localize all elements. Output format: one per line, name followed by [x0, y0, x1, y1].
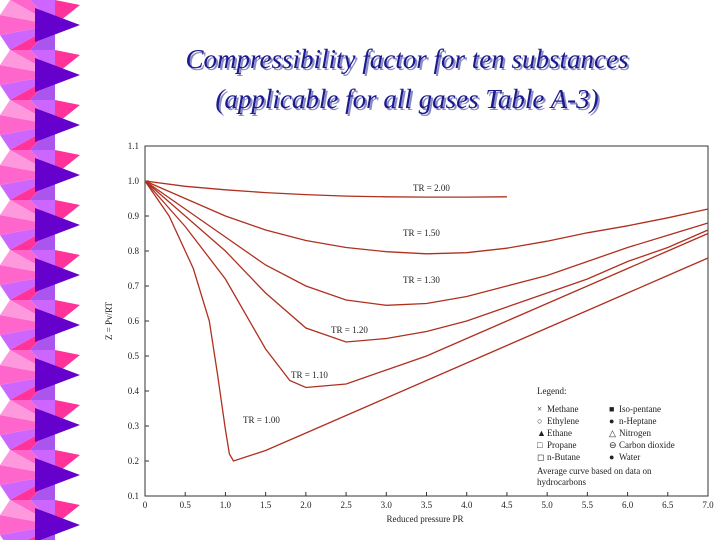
curve	[144, 180, 507, 198]
x-tick-label: 1.5	[260, 500, 272, 510]
curve	[144, 180, 709, 255]
legend-item: n-Butane	[547, 452, 580, 462]
x-tick-label: 6.5	[662, 500, 674, 510]
x-tick-label: 6.0	[622, 500, 634, 510]
curve-label: TR = 1.30	[403, 275, 440, 285]
legend-title: Legend:	[537, 386, 567, 396]
x-tick-label: 3.5	[421, 500, 433, 510]
title-shadow: Compressibility factor for ten substance…	[188, 46, 631, 76]
x-tick-label: 5.5	[582, 500, 594, 510]
legend-item: n-Heptane	[619, 416, 656, 426]
legend-item: Iso-pentane	[619, 404, 661, 414]
legend-symbol: ○	[537, 416, 542, 426]
legend-item: Propane	[547, 440, 577, 450]
legend-item: Methane	[547, 404, 579, 414]
legend-symbol: ◻	[537, 452, 544, 462]
y-tick-label: 0.2	[128, 456, 139, 466]
legend-note: Average curve based on data on	[537, 466, 652, 476]
y-tick-label: 1.0	[128, 176, 140, 186]
x-tick-label: 0	[143, 500, 148, 510]
x-tick-label: 2.0	[300, 500, 312, 510]
y-tick-label: 0.4	[128, 386, 140, 396]
curve-label: TR = 1.50	[403, 228, 440, 238]
legend-item: Ethane	[547, 428, 572, 438]
x-tick-label: 4.5	[501, 500, 513, 510]
y-tick-label: 0.1	[128, 491, 139, 501]
curve	[144, 180, 709, 306]
x-tick-label: 1.0	[220, 500, 232, 510]
title-line: Compressibility factor for ten substance…	[186, 44, 629, 74]
curve	[144, 180, 709, 462]
legend-item: Carbon dioxide	[619, 440, 675, 450]
legend-note: hydrocarbons	[537, 477, 586, 487]
curve-label: TR = 1.20	[331, 325, 368, 335]
curve-label: TR = 1.00	[243, 415, 280, 425]
x-axis-label: Reduced pressure PR	[387, 514, 464, 524]
x-tick-label: 7.0	[702, 500, 714, 510]
y-axis-label: Z = Pv/RT	[104, 301, 114, 340]
legend-symbol: ●	[609, 416, 614, 426]
y-tick-label: 0.8	[128, 246, 140, 256]
legend-symbol: ■	[609, 404, 614, 414]
legend-item: Water	[619, 452, 640, 462]
curve-label: TR = 1.10	[291, 370, 328, 380]
title-shadow: (applicable for all gases Table A-3)	[217, 86, 600, 116]
x-tick-label: 0.5	[180, 500, 192, 510]
y-tick-label: 0.9	[128, 211, 140, 221]
legend-box	[531, 383, 705, 495]
y-tick-label: 0.6	[128, 316, 140, 326]
legend-item: Nitrogen	[619, 428, 651, 438]
legend-symbol: ×	[537, 404, 542, 414]
legend-symbol: △	[609, 428, 616, 438]
x-tick-label: 3.0	[381, 500, 393, 510]
legend-symbol: ●	[609, 452, 614, 462]
x-tick-label: 2.5	[340, 500, 352, 510]
y-tick-label: 1.1	[128, 141, 139, 151]
legend-symbol: ⊖	[609, 440, 617, 450]
y-tick-label: 0.5	[128, 351, 140, 361]
decoration	[0, 0, 95, 540]
legend-symbol: ▲	[537, 428, 546, 438]
title: Compressibility factor for ten substance…	[186, 44, 631, 116]
curve	[144, 180, 709, 343]
curve-label: TR = 2.00	[413, 183, 450, 193]
legend-symbol: □	[537, 440, 543, 450]
title-line: (applicable for all gases Table A-3)	[215, 84, 598, 114]
x-tick-label: 4.0	[461, 500, 473, 510]
x-tick-label: 5.0	[542, 500, 554, 510]
curve	[144, 180, 709, 389]
y-tick-label: 0.7	[128, 281, 140, 291]
legend-item: Ethylene	[547, 416, 579, 426]
y-tick-label: 0.3	[128, 421, 140, 431]
